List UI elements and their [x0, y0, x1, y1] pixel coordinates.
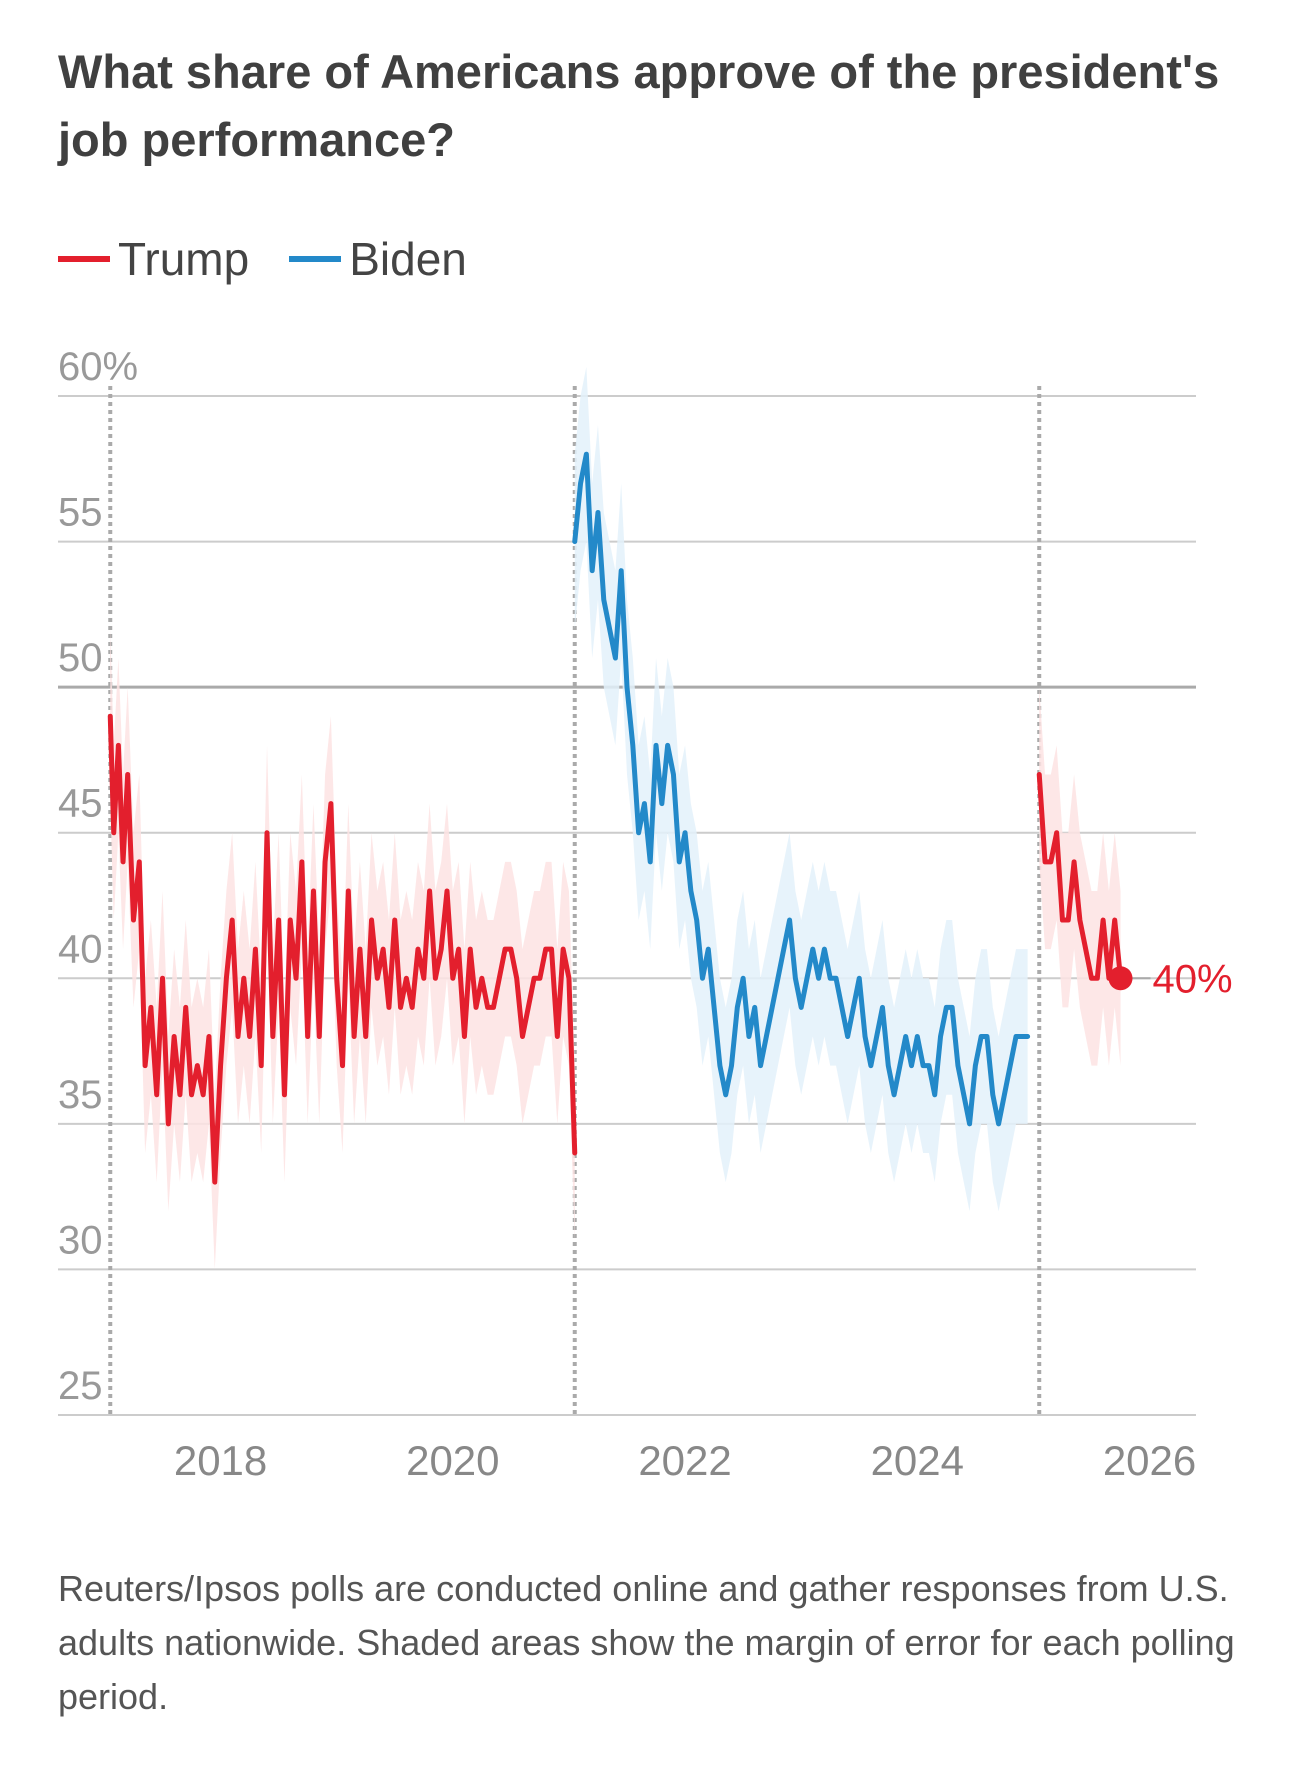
x-tick-label: 2020: [406, 1437, 499, 1484]
latest-value-dot: [1108, 966, 1133, 991]
y-tick-label: 50: [58, 636, 103, 680]
chart-title: What share of Americans approve of the p…: [58, 45, 1220, 166]
y-tick-label: 25: [58, 1364, 103, 1408]
trump-first-term-line: [107, 713, 578, 1185]
approval-chart: 60% 55 50 45 40 35 30 25 2018 2020 2022 2024 2026 40%: [58, 345, 1233, 1484]
x-tick-label: 2024: [871, 1437, 964, 1484]
legend-swatch-biden: [289, 256, 342, 262]
chart-note: Reuters/Ipsos polls are conducted online…: [58, 1568, 1235, 1717]
biden-line: [572, 451, 1031, 1127]
y-tick-label: 30: [58, 1218, 103, 1262]
legend-label-trump: Trump: [118, 233, 250, 285]
legend: Trump Biden: [58, 232, 507, 286]
x-tick-label: 2022: [638, 1437, 731, 1484]
trump-first-term-error-band: [110, 628, 575, 1270]
latest-value-label: 40%: [1153, 957, 1233, 1001]
trump-second-term-line: [1036, 771, 1124, 981]
y-tick-label: 55: [58, 491, 103, 535]
y-tick-label: 60%: [58, 345, 138, 389]
trump-second-term-error-band: [1039, 687, 1121, 1066]
y-tick-label: 40: [58, 927, 103, 971]
legend-item-trump: Trump: [58, 232, 249, 286]
legend-label-biden: Biden: [349, 233, 467, 285]
legend-swatch-trump: [58, 256, 110, 262]
y-tick-label: 45: [58, 782, 103, 826]
biden-error-band: [574, 366, 1028, 1212]
x-tick-label: 2026: [1103, 1437, 1196, 1484]
y-tick-label: 35: [58, 1073, 103, 1117]
x-tick-label: 2018: [174, 1437, 267, 1484]
legend-item-biden: Biden: [289, 232, 467, 286]
